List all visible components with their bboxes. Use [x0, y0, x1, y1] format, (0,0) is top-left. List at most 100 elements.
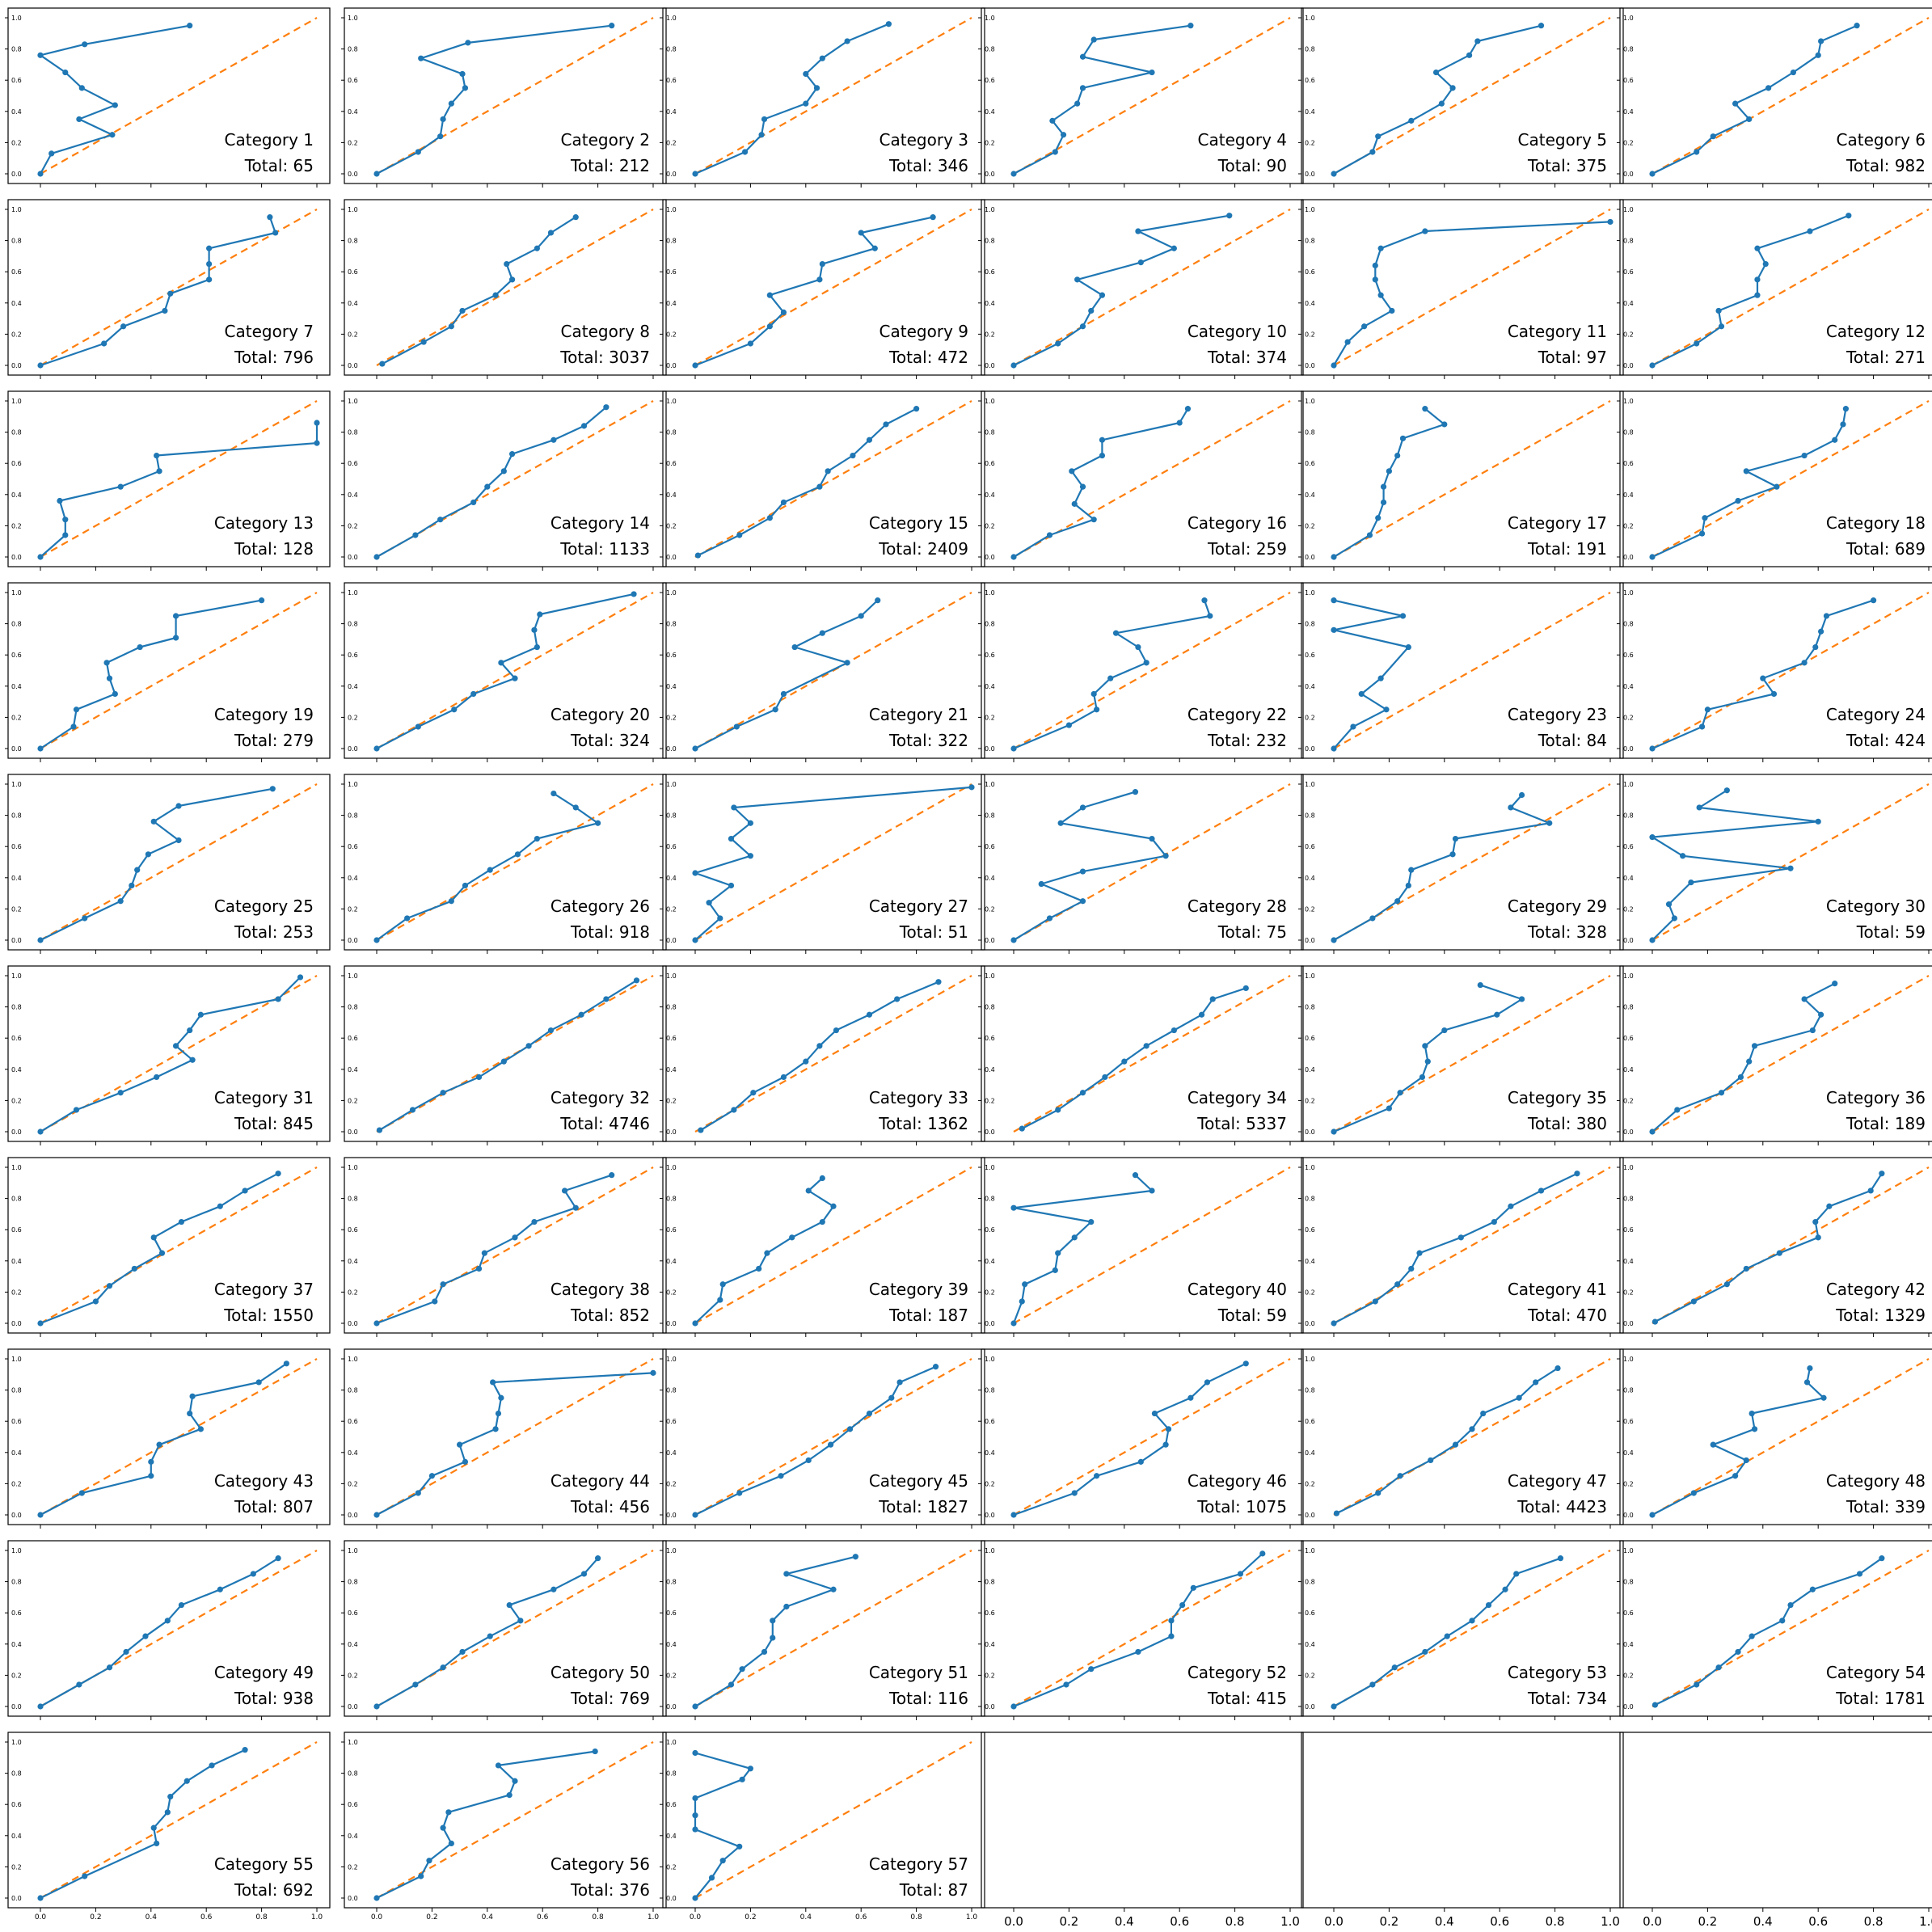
data-point: [1394, 452, 1401, 459]
data-point: [373, 1512, 380, 1518]
total-label: Total: 187: [888, 1306, 968, 1325]
data-point: [492, 1426, 499, 1432]
y-tick-label: 0.0: [1305, 937, 1315, 944]
subplot-frame: [1301, 1540, 1624, 1717]
reference-diagonal: [1651, 209, 1930, 366]
data-point: [109, 132, 116, 138]
category-label: Category 7: [225, 322, 314, 341]
subplot-5: 0.0 0.2 0.4 0.6 0.8 1.0 Category 5 Total: 375: [1298, 7, 1624, 188]
y-tick-label: 0.2: [985, 331, 995, 338]
y-tick-label: 0.0: [348, 745, 358, 753]
subplot-frame: [1619, 965, 1932, 1142]
data-point: [517, 1618, 524, 1624]
y-tick-label: 0.4: [1305, 1258, 1315, 1265]
data-point: [495, 1410, 502, 1417]
reference-diagonal: [694, 209, 972, 366]
total-label: Total: 189: [1846, 1114, 1926, 1133]
data-point: [376, 1127, 383, 1133]
data-point: [76, 116, 82, 123]
y-tick-label: 0.6: [11, 652, 22, 659]
subplot-frame: [1619, 7, 1932, 184]
y-tick-label: 1.0: [348, 1547, 358, 1554]
data-point: [525, 1043, 532, 1049]
data-point: [1469, 1426, 1475, 1432]
data-point: [1010, 1204, 1017, 1211]
y-tick-label: 0.2: [1623, 139, 1634, 146]
total-label: Total: 128: [234, 539, 314, 559]
data-point: [534, 835, 540, 842]
data-point: [1165, 1426, 1172, 1432]
total-label: Total: 374: [1207, 348, 1287, 367]
y-tick-label: 0.6: [985, 460, 995, 467]
data-point: [1856, 1571, 1863, 1577]
data-point: [609, 23, 615, 29]
subplot-frame: [662, 390, 985, 567]
y-tick-label: 0.0: [11, 1703, 22, 1711]
data-point: [1776, 1250, 1782, 1256]
subplot-frame: [344, 1732, 667, 1909]
total-label: Total: 339: [1846, 1497, 1926, 1516]
total-label: Total: 271: [1846, 348, 1926, 367]
total-label: Total: 191: [1527, 539, 1607, 559]
y-tick-label: 1.0: [985, 972, 995, 980]
data-point: [1162, 1441, 1169, 1448]
y-tick-label: 0.6: [1305, 843, 1315, 850]
total-label: Total: 1781: [1835, 1689, 1926, 1708]
data-point: [1754, 292, 1761, 298]
data-point: [445, 1809, 452, 1816]
data-point: [803, 1058, 809, 1065]
data-point: [437, 517, 444, 523]
data-point: [1480, 1410, 1487, 1417]
category-label: Category 38: [550, 1280, 650, 1299]
data-point: [1469, 1618, 1475, 1624]
data-point: [1038, 880, 1044, 888]
data-point: [62, 517, 69, 523]
calibration-line: [40, 977, 302, 1133]
reference-diagonal: [1651, 975, 1930, 1133]
data-point: [1369, 915, 1376, 922]
data-point: [1696, 804, 1702, 811]
y-tick-label: 0.4: [666, 300, 677, 307]
x-tick-label: 0.0: [690, 1913, 702, 1921]
x-tick-label: 0.4: [1435, 1914, 1454, 1929]
data-point: [73, 1107, 80, 1113]
data-point: [844, 38, 850, 44]
data-point: [1391, 1664, 1398, 1671]
y-tick-label: 0.0: [1305, 1703, 1315, 1711]
y-tick-label: 0.2: [348, 1289, 358, 1296]
category-label: Category 36: [1826, 1088, 1926, 1107]
y-tick-label: 0.8: [1305, 46, 1315, 53]
subplot-frame: [981, 582, 1304, 759]
calibration-line: [376, 406, 607, 558]
category-label: Category 45: [869, 1471, 968, 1491]
y-tick-label: 0.0: [348, 554, 358, 561]
data-point: [1787, 1601, 1794, 1609]
calibration-line: [40, 1557, 279, 1707]
data-point: [1649, 834, 1656, 841]
data-point: [1466, 52, 1473, 58]
data-point: [412, 1681, 419, 1688]
data-point: [1375, 515, 1382, 521]
data-point: [373, 171, 380, 177]
category-label: Category 2: [561, 130, 650, 150]
data-point: [1094, 707, 1100, 713]
y-tick-label: 0.4: [985, 683, 995, 690]
data-point: [1408, 117, 1415, 124]
data-point: [1815, 1234, 1821, 1241]
data-point: [1815, 818, 1821, 825]
total-label: Total: 380: [1527, 1114, 1607, 1133]
data-point: [580, 423, 588, 429]
data-point: [148, 1458, 154, 1465]
data-point: [314, 440, 320, 446]
category-label: Category 34: [1187, 1088, 1287, 1107]
data-point: [728, 835, 735, 842]
data-point: [578, 1011, 584, 1018]
x-tick-label: 0.2: [426, 1913, 437, 1921]
calibration-line: [697, 407, 917, 557]
data-point: [37, 52, 44, 58]
y-tick-label: 1.0: [348, 972, 358, 980]
y-tick-label: 0.4: [348, 108, 358, 116]
y-tick-label: 0.0: [11, 1128, 22, 1136]
data-point: [1399, 435, 1407, 441]
